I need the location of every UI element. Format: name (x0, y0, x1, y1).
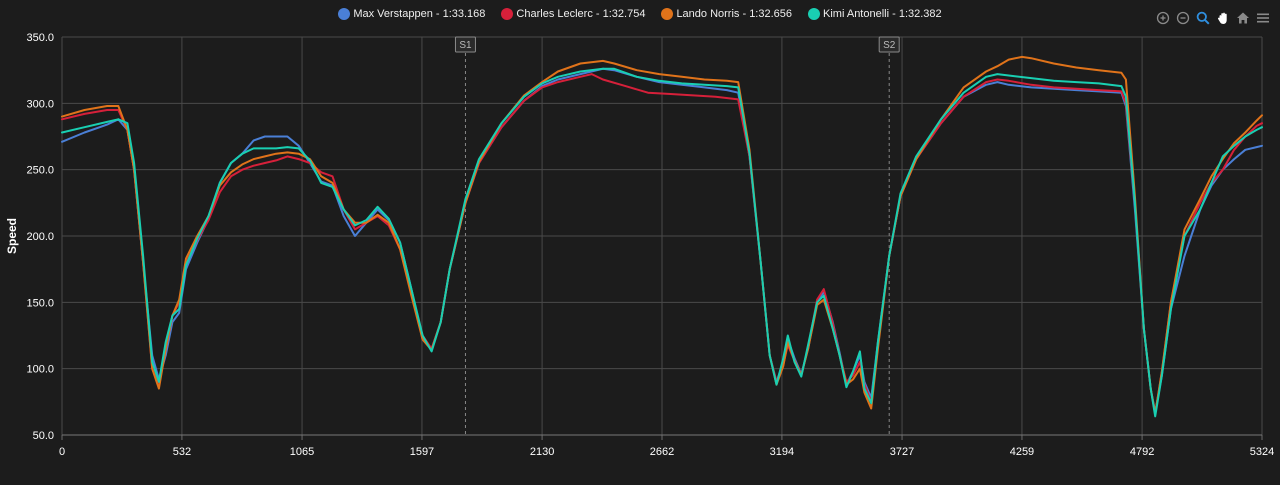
x-tick-label: 1597 (410, 446, 434, 458)
y-tick-label: 300.0 (26, 98, 54, 110)
x-tick-label: 3727 (890, 446, 914, 458)
series-line-leclerc (61, 73, 1263, 415)
x-tick-label: 2130 (530, 446, 554, 458)
menu-icon[interactable] (1256, 11, 1270, 25)
legend-item-verstappen[interactable]: Max Verstappen - 1:33.168 (338, 8, 485, 20)
x-tick-label: 5324 (1250, 446, 1274, 458)
x-tick-label: 2662 (650, 446, 674, 458)
y-tick-label: 250.0 (26, 165, 54, 177)
x-tick-label: 4259 (1010, 446, 1034, 458)
legend-marker-verstappen (338, 8, 351, 20)
legend-item-norris[interactable]: Lando Norris - 1:32.656 (661, 8, 792, 20)
pan-icon[interactable] (1216, 11, 1230, 25)
sector-label-box (878, 36, 900, 53)
series-line-antonelli (61, 67, 1263, 418)
series-line-norris (61, 55, 1263, 415)
legend-marker-leclerc (501, 8, 514, 20)
y-axis-title: Speed (5, 218, 19, 254)
x-tick-label: 0 (59, 446, 65, 458)
x-tick-label: 1065 (290, 446, 314, 458)
legend-marker-antonelli (808, 8, 821, 20)
y-tick-label: 350.0 (26, 32, 54, 44)
legend-label: Kimi Antonelli - 1:32.382 (823, 8, 942, 20)
sector-label-box (454, 36, 476, 53)
legend-label: Charles Leclerc - 1:32.754 (516, 8, 646, 20)
legend: Max Verstappen - 1:33.168 Charles Lecler… (0, 8, 1280, 20)
x-tick-label: 4792 (1130, 446, 1154, 458)
sector-label: S2 (883, 40, 896, 51)
chart-toolbar (1156, 11, 1270, 25)
legend-label: Lando Norris - 1:32.656 (676, 8, 793, 20)
reset-home-icon[interactable] (1236, 11, 1250, 25)
zoom-in-icon[interactable] (1156, 11, 1170, 25)
zoom-out-icon[interactable] (1176, 11, 1190, 25)
sector-label: S1 (459, 40, 472, 51)
y-tick-label: 100.0 (26, 364, 54, 376)
legend-item-leclerc[interactable]: Charles Leclerc - 1:32.754 (501, 8, 645, 20)
x-tick-label: 532 (173, 446, 191, 458)
legend-label: Max Verstappen - 1:33.168 (353, 8, 486, 20)
y-tick-label: 50.0 (33, 430, 54, 442)
y-tick-label: 150.0 (26, 297, 54, 309)
x-tick-label: 3194 (770, 446, 794, 458)
selection-zoom-icon[interactable] (1196, 11, 1210, 25)
legend-item-antonelli[interactable]: Kimi Antonelli - 1:32.382 (808, 8, 942, 20)
legend-marker-norris (661, 8, 674, 20)
y-tick-label: 200.0 (26, 231, 54, 243)
